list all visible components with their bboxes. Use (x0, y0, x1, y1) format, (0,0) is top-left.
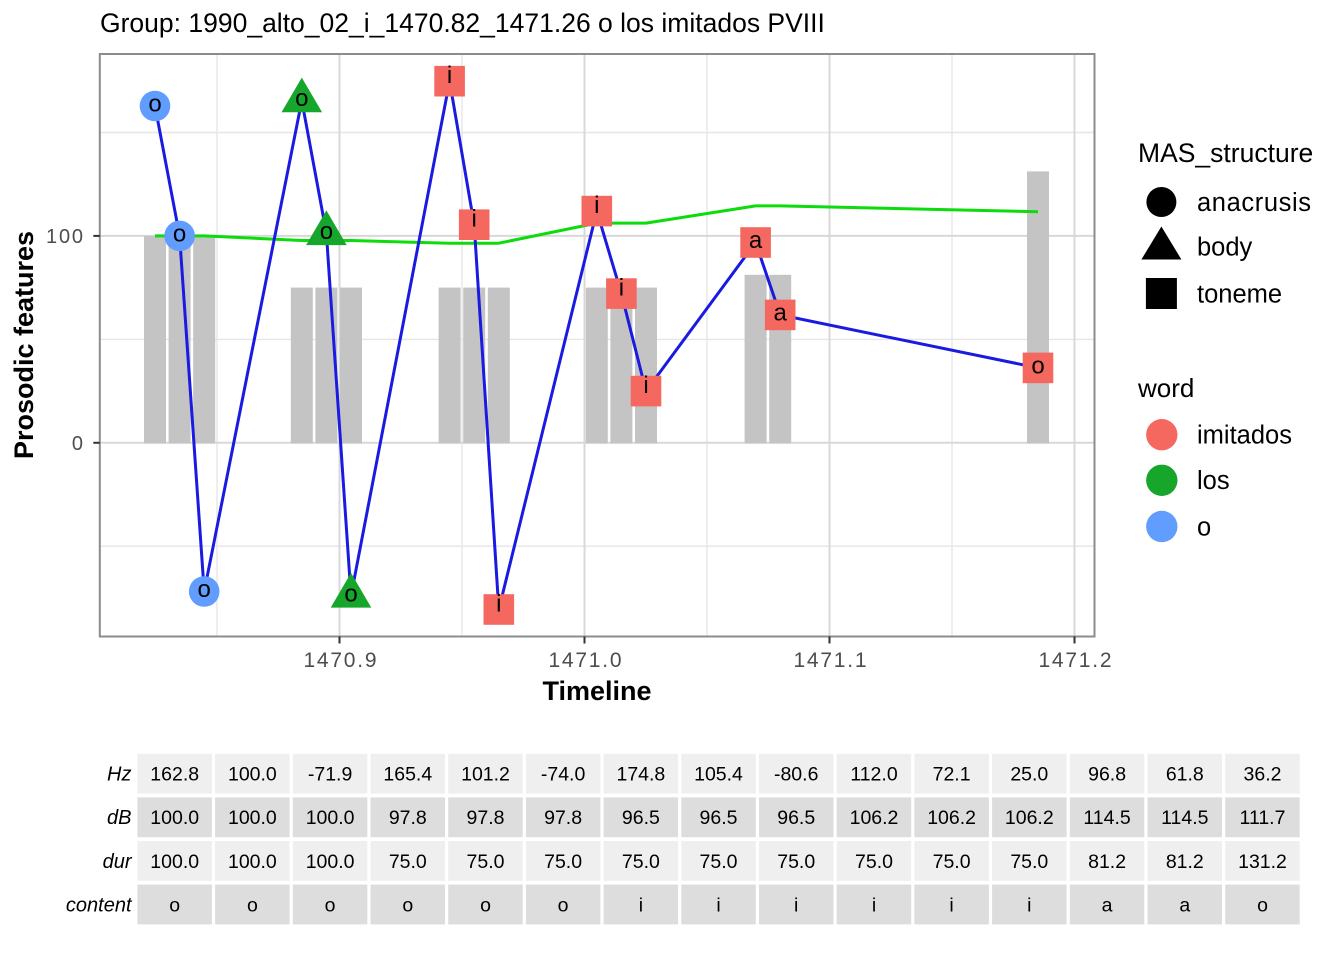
svg-text:61.8: 61.8 (1166, 764, 1204, 786)
svg-text:o: o (402, 894, 413, 916)
svg-text:Timeline: Timeline (542, 676, 651, 706)
svg-text:112.0: 112.0 (850, 764, 898, 786)
svg-text:81.2: 81.2 (1166, 851, 1204, 873)
svg-text:100: 100 (46, 226, 83, 248)
svg-text:106.2: 106.2 (850, 807, 899, 829)
svg-text:imitados: imitados (1197, 422, 1292, 450)
svg-text:75.0: 75.0 (467, 851, 505, 873)
svg-text:100.0: 100.0 (150, 807, 199, 829)
svg-text:-71.9: -71.9 (308, 764, 352, 786)
svg-text:o: o (198, 576, 211, 603)
svg-text:0: 0 (72, 433, 83, 455)
svg-text:105.4: 105.4 (694, 764, 743, 786)
svg-text:-80.6: -80.6 (774, 764, 818, 786)
svg-text:97.8: 97.8 (544, 807, 582, 829)
svg-text:101.2: 101.2 (461, 764, 510, 786)
svg-text:o: o (344, 580, 357, 607)
svg-text:Prosodic features: Prosodic features (9, 231, 39, 459)
svg-text:Group: 1990_alto_02_i_1470.82_: Group: 1990_alto_02_i_1470.82_1471.26 o … (100, 8, 825, 38)
svg-text:114.5: 114.5 (1161, 807, 1209, 829)
svg-text:i: i (949, 894, 953, 916)
svg-text:131.2: 131.2 (1238, 851, 1287, 873)
svg-text:word: word (1137, 373, 1194, 403)
svg-text:toneme: toneme (1197, 280, 1282, 308)
svg-text:o: o (295, 85, 308, 112)
svg-text:i: i (794, 894, 798, 916)
svg-text:o: o (173, 220, 186, 247)
svg-text:i: i (447, 62, 452, 89)
svg-text:162.8: 162.8 (150, 764, 199, 786)
svg-text:o: o (1197, 513, 1211, 541)
svg-text:MAS_structure: MAS_structure (1138, 138, 1313, 168)
svg-text:75.0: 75.0 (622, 851, 660, 873)
svg-text:97.8: 97.8 (389, 807, 427, 829)
svg-text:i: i (496, 591, 501, 618)
svg-text:dur: dur (103, 851, 133, 873)
svg-text:a: a (774, 299, 788, 326)
svg-text:75.0: 75.0 (544, 851, 582, 873)
svg-text:i: i (716, 894, 720, 916)
svg-text:o: o (320, 218, 333, 245)
svg-text:o: o (1031, 352, 1044, 379)
svg-text:75.0: 75.0 (389, 851, 427, 873)
svg-text:a: a (749, 227, 763, 254)
svg-text:96.5: 96.5 (622, 807, 660, 829)
svg-text:o: o (558, 894, 569, 916)
svg-text:-74.0: -74.0 (541, 764, 586, 786)
svg-text:i: i (619, 275, 624, 302)
svg-text:75.0: 75.0 (700, 851, 738, 873)
svg-text:25.0: 25.0 (1010, 764, 1048, 786)
svg-text:los: los (1197, 467, 1230, 495)
svg-text:106.2: 106.2 (1005, 807, 1054, 829)
svg-text:75.0: 75.0 (933, 851, 971, 873)
svg-text:dB: dB (107, 807, 131, 829)
svg-text:106.2: 106.2 (927, 807, 976, 829)
svg-text:1470.9: 1470.9 (304, 649, 377, 672)
svg-text:content: content (66, 894, 133, 916)
svg-text:i: i (639, 894, 643, 916)
svg-text:o: o (1257, 894, 1268, 916)
svg-text:96.8: 96.8 (1088, 764, 1126, 786)
svg-text:o: o (169, 894, 180, 916)
svg-text:1471.0: 1471.0 (549, 649, 622, 672)
svg-text:75.0: 75.0 (1010, 851, 1048, 873)
svg-text:75.0: 75.0 (855, 851, 893, 873)
svg-text:i: i (872, 894, 876, 916)
svg-text:96.5: 96.5 (700, 807, 738, 829)
svg-text:100.0: 100.0 (150, 851, 199, 873)
svg-text:o: o (247, 894, 258, 916)
svg-text:100.0: 100.0 (228, 764, 277, 786)
svg-text:1471.1: 1471.1 (794, 649, 867, 672)
svg-text:36.2: 36.2 (1244, 764, 1282, 786)
svg-text:100.0: 100.0 (306, 807, 355, 829)
svg-text:174.8: 174.8 (616, 764, 665, 786)
svg-text:1471.2: 1471.2 (1039, 649, 1112, 672)
svg-text:Hz: Hz (107, 764, 131, 786)
svg-text:body: body (1197, 233, 1253, 261)
svg-text:114.5: 114.5 (1083, 807, 1131, 829)
svg-text:i: i (472, 206, 477, 233)
svg-text:i: i (1027, 894, 1031, 916)
svg-text:97.8: 97.8 (467, 807, 505, 829)
svg-text:165.4: 165.4 (383, 764, 432, 786)
svg-text:i: i (594, 192, 599, 219)
svg-text:o: o (480, 894, 491, 916)
svg-text:81.2: 81.2 (1088, 851, 1126, 873)
svg-text:100.0: 100.0 (228, 851, 277, 873)
svg-text:100.0: 100.0 (228, 807, 277, 829)
svg-text:anacrusis: anacrusis (1197, 189, 1311, 217)
svg-text:72.1: 72.1 (933, 764, 971, 786)
svg-text:o: o (148, 91, 161, 118)
svg-text:a: a (1179, 894, 1190, 916)
svg-text:a: a (1102, 894, 1113, 916)
svg-text:i: i (643, 372, 648, 399)
svg-text:75.0: 75.0 (777, 851, 815, 873)
svg-text:o: o (325, 894, 336, 916)
svg-text:96.5: 96.5 (777, 807, 815, 829)
svg-text:111.7: 111.7 (1240, 807, 1286, 829)
svg-text:100.0: 100.0 (306, 851, 355, 873)
